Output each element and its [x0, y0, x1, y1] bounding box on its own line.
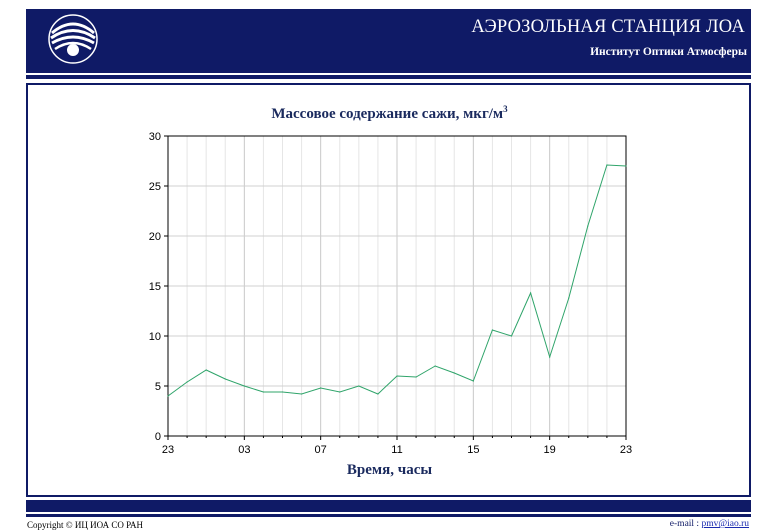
data-point: [606, 164, 608, 166]
copyright-text: Copyright © ИЦ ИОА СО РАН: [27, 520, 143, 530]
footer-line: [26, 514, 751, 517]
x-tick-label: 03: [238, 444, 250, 456]
chart-title: Массовое содержание сажи, мкг/м3: [0, 104, 765, 123]
x-tick-label: 19: [544, 444, 556, 456]
y-tick-label: 15: [149, 281, 161, 293]
site-header: [26, 9, 751, 73]
x-tick-label: 07: [315, 444, 327, 456]
site-subtitle: Институт Оптики Атмосферы: [590, 46, 747, 58]
data-point: [568, 297, 570, 299]
data-point: [491, 329, 494, 331]
data-point: [358, 385, 360, 387]
x-tick-label: 23: [620, 444, 632, 456]
data-point: [529, 292, 532, 294]
data-point: [453, 372, 455, 374]
x-axis-title: Время, часы: [346, 462, 433, 478]
data-point: [339, 391, 341, 393]
data-point: [510, 335, 513, 337]
data-point: [587, 225, 589, 227]
data-point: [415, 376, 417, 378]
site-title: АЭРОЗОЛЬНАЯ СТАНЦИЯ ЛОА: [471, 17, 745, 37]
data-point: [472, 380, 474, 382]
data-point: [186, 381, 188, 383]
chart-tick-labels: 0 5 10 15 20 25 30 23 03 07 11 15 19 23: [149, 131, 632, 456]
y-tick-label: 30: [149, 131, 161, 143]
footer-bar: [26, 500, 751, 512]
data-point: [243, 385, 245, 387]
chart-ticks: [164, 135, 627, 440]
x-tick-label: 15: [467, 444, 479, 456]
data-point: [205, 369, 207, 371]
chart-grid: [168, 136, 626, 436]
email-link[interactable]: pmv@iao.ru: [701, 519, 749, 529]
email-line: e-mail : pmv@iao.ru: [670, 519, 749, 529]
email-prefix: e-mail :: [669, 519, 702, 529]
data-point: [262, 391, 265, 393]
data-point: [281, 391, 284, 393]
y-tick-label: 5: [155, 381, 161, 393]
data-point: [549, 356, 551, 358]
data-point: [320, 387, 322, 389]
data-point: [434, 365, 436, 367]
data-point: [377, 393, 379, 395]
y-tick-label: 0: [155, 431, 161, 443]
data-point: [396, 375, 398, 377]
institute-logo-icon[interactable]: [47, 13, 99, 65]
chart-panel: [26, 83, 751, 497]
series-points: [167, 164, 627, 397]
data-point: [167, 395, 169, 397]
data-point: [625, 165, 627, 167]
header-stripe: [26, 73, 751, 79]
y-tick-label: 25: [149, 181, 161, 193]
y-tick-label: 10: [149, 331, 161, 343]
x-tick-label: 23: [162, 444, 174, 456]
y-tick-label: 20: [149, 231, 161, 243]
chart-title-text: Массовое содержание сажи, мкг/м: [271, 106, 504, 122]
chart-svg: 0 5 10 15 20 25 30 23 03 07 11 15 19 23: [149, 131, 632, 456]
x-tick-label: 11: [391, 444, 402, 456]
data-point: [300, 393, 303, 395]
chart-title-superscript: 3: [503, 104, 508, 114]
data-point: [224, 378, 226, 380]
